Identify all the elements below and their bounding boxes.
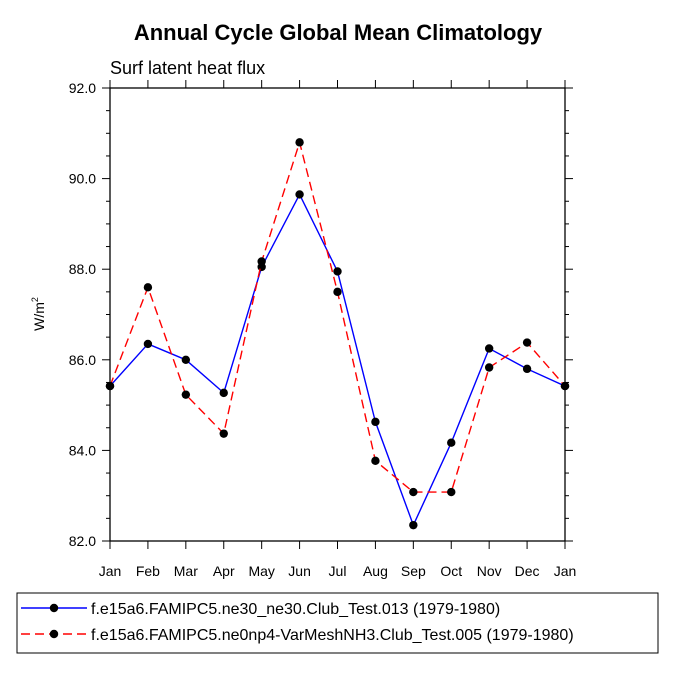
legend-label-2: f.e15a6.FAMIPC5.ne0np4-VarMeshNH3.Club_T… [91, 627, 574, 644]
legend-box [16, 592, 659, 654]
series-2-point [257, 257, 266, 266]
series-1-point [219, 388, 228, 398]
series-1-point [447, 438, 456, 447]
x-tick-label: Jan [554, 563, 577, 579]
series-2-point [219, 429, 228, 438]
x-tick-label: Mar [174, 563, 198, 579]
x-tick-label: Sep [401, 563, 426, 579]
series-1-point [409, 520, 418, 530]
legend: f.e15a6.FAMIPC5.ne30_ne30.Club_Test.013 … [16, 592, 659, 654]
series-1-point [484, 344, 494, 353]
x-tick-label: Aug [363, 563, 388, 579]
x-tick-label: Jan [99, 563, 122, 579]
x-tick-label: May [248, 563, 274, 579]
y-tick-label: 90.0 [69, 171, 96, 187]
series-2-point [560, 381, 570, 391]
x-tick-label: Jun [288, 563, 311, 579]
series-2-point [409, 487, 418, 497]
series-2-point [105, 381, 115, 391]
series-1-point [295, 190, 304, 199]
x-tick-label: Oct [440, 563, 462, 579]
plot-area: 82.0 84.0 86.0 88.0 90.0 92.0 Jan Feb Mar Apr May J… [69, 80, 577, 579]
x-tick-label: Apr [213, 563, 235, 579]
legend-marker-2 [49, 629, 59, 639]
y-tick-label: 84.0 [69, 442, 96, 458]
series-2-point [484, 363, 494, 372]
x-tick-label: Nov [477, 563, 502, 579]
series-2-point [181, 390, 191, 399]
series-2-point [522, 338, 532, 347]
y-tick-label: 92.0 [69, 80, 96, 96]
x-tick-label: Dec [515, 563, 540, 579]
series-1-point [371, 417, 380, 427]
series-2-point [447, 487, 456, 497]
legend-marker-1 [49, 603, 59, 613]
series-line-1 [109, 193, 566, 526]
series-2-point [371, 456, 380, 466]
series-1-point [143, 339, 153, 349]
x-tick-label: Feb [136, 563, 160, 579]
y-axis-label: W/m2 [30, 297, 47, 331]
y-tick-label: 88.0 [69, 261, 96, 277]
series-1-point [333, 267, 342, 276]
series-2-point [143, 283, 153, 292]
legend-label-1: f.e15a6.FAMIPC5.ne30_ne30.Club_Test.013 … [91, 601, 500, 618]
series-2-point [295, 138, 304, 147]
plot-frame [109, 87, 566, 542]
y-tick-label: 82.0 [69, 533, 96, 549]
y-tick-label: 86.0 [69, 352, 96, 368]
chart-subtitle: Surf latent heat flux [110, 58, 265, 78]
series-1-point [522, 364, 532, 374]
x-tick-label: Jul [329, 563, 347, 579]
series-1-point [181, 355, 191, 364]
series-2-point [333, 287, 342, 297]
series-line-2 [109, 141, 566, 493]
chart-title: Annual Cycle Global Mean Climatology [134, 20, 543, 45]
